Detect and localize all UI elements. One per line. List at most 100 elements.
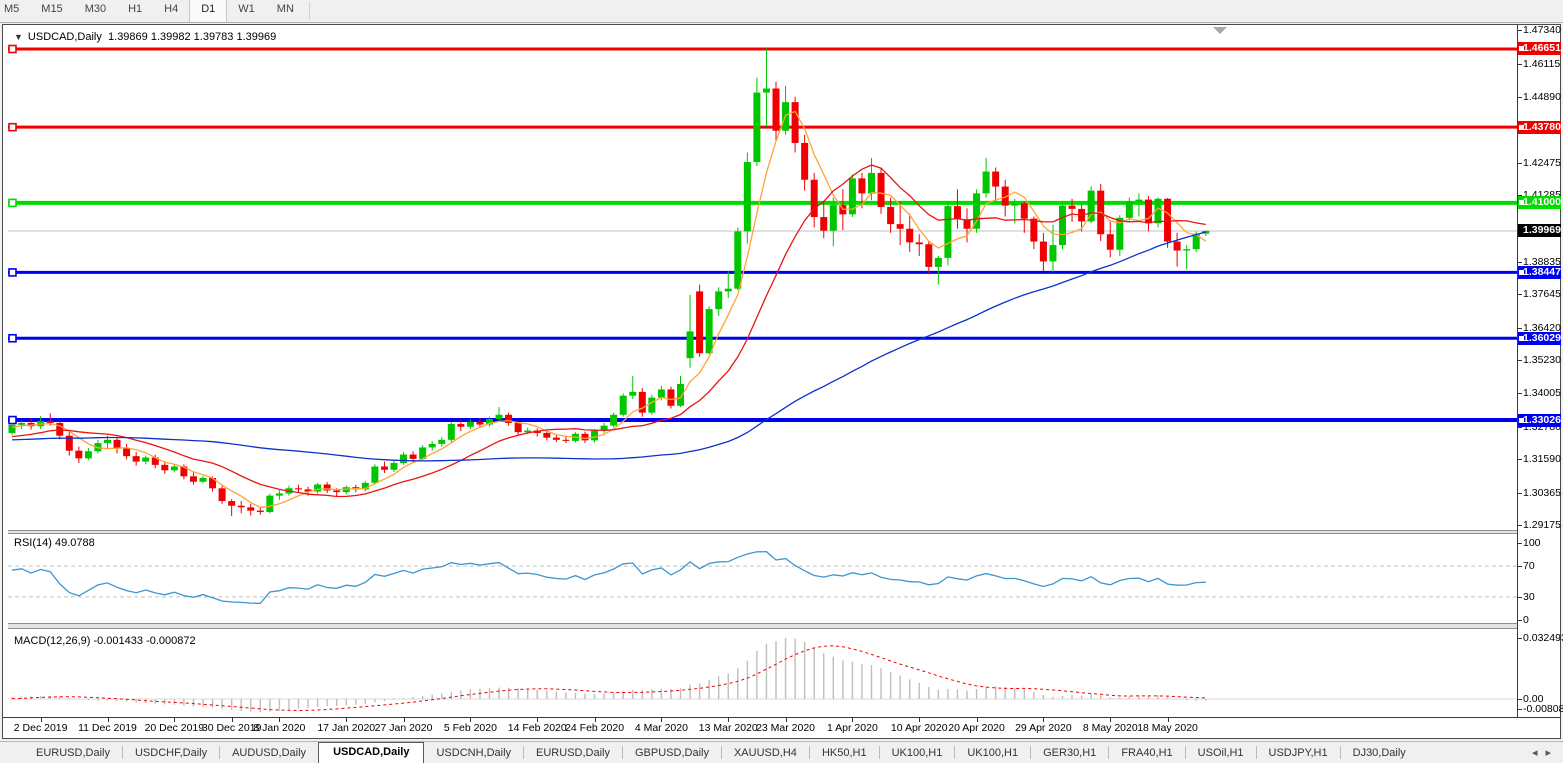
rsi-line — [11, 551, 1206, 605]
time-tick-mark — [346, 718, 348, 722]
candle-body — [371, 466, 379, 483]
chart-tab-dj30-daily[interactable]: DJ30,Daily — [1352, 747, 1406, 759]
timeframe-button-d1[interactable]: D1 — [189, 0, 228, 22]
time-tick-mark — [728, 718, 730, 722]
time-tick-mark — [403, 718, 405, 722]
axis-tick-mark — [1518, 30, 1522, 32]
price-line-badge[interactable]: 1.46651 — [1518, 42, 1561, 56]
chart-tab-eurusd-daily[interactable]: EURUSD,Daily — [36, 747, 110, 759]
candle-body — [361, 482, 369, 490]
pane-divider[interactable] — [8, 623, 1517, 629]
macd-histogram — [11, 638, 1207, 713]
price-line-badge[interactable]: 1.43780 — [1518, 120, 1561, 134]
price-line-badge[interactable]: 1.33026 — [1518, 413, 1561, 427]
timeframe-button-m15[interactable]: M15 — [41, 3, 63, 15]
time-tick-label: 17 Jan 2020 — [317, 722, 376, 734]
price-tick-label: 1.35230 — [1523, 354, 1561, 367]
chart-tab-uk100-h1[interactable]: UK100,H1 — [967, 747, 1019, 759]
line-edge-handle[interactable] — [8, 415, 17, 425]
axis-tick-mark — [1518, 596, 1522, 598]
candle-body — [944, 206, 952, 258]
candle-body — [466, 421, 474, 427]
candle-body — [304, 489, 312, 492]
candle-body — [1173, 241, 1181, 251]
toolbar-separator — [308, 2, 310, 20]
time-tick-mark — [1043, 718, 1045, 722]
time-tick-mark — [1110, 718, 1112, 722]
candle-body — [619, 395, 627, 415]
chart-plot-area[interactable]: ▼ USDCAD,Daily 1.39869 1.39982 1.39783 1.… — [8, 25, 1517, 717]
price-line-badge[interactable]: 1.41000 — [1518, 196, 1561, 210]
candle-body — [123, 448, 131, 457]
chart-tab-gbpusd-daily[interactable]: GBPUSD,Daily — [635, 747, 709, 759]
time-tick-mark — [40, 718, 42, 722]
line-edge-handle[interactable] — [8, 198, 17, 208]
timeframe-button-h1[interactable]: H1 — [128, 3, 143, 15]
chart-tab-eurusd-daily[interactable]: EURUSD,Daily — [536, 747, 610, 759]
time-tick-label: 2 Dec 2019 — [13, 722, 68, 734]
time-tick-mark — [231, 718, 233, 722]
rsi-tick-label: 0 — [1523, 614, 1529, 626]
time-tick-mark — [1167, 718, 1169, 722]
timeframe-button-w1[interactable]: W1 — [238, 3, 255, 15]
candle-body — [1192, 233, 1200, 250]
chart-shift-marker-icon[interactable] — [1213, 27, 1227, 34]
candle-body — [1030, 218, 1038, 242]
timeframe-button-mn[interactable]: MN — [276, 3, 294, 15]
collapse-ohlc-icon[interactable]: ▼ — [14, 32, 23, 42]
candle-body — [1154, 198, 1162, 224]
line-edge-handle[interactable] — [8, 44, 17, 54]
candle-body — [1001, 186, 1009, 206]
candle-body — [705, 309, 713, 354]
chart-tab-audusd-daily[interactable]: AUDUSD,Daily — [232, 747, 307, 759]
candle-body — [1164, 198, 1172, 242]
candle-body — [295, 488, 302, 490]
timeframe-button-h4[interactable]: H4 — [164, 3, 179, 15]
chart-tab-hk50-h1[interactable]: HK50,H1 — [821, 747, 867, 759]
chart-tab-uk100-h1[interactable]: UK100,H1 — [891, 747, 943, 759]
pane-divider[interactable] — [8, 530, 1517, 534]
tab-scroll-right-icon[interactable]: ▸ — [1545, 747, 1551, 759]
chart-tab-usdcnh-daily[interactable]: USDCNH,Daily — [436, 747, 512, 759]
timeframe-button-m5[interactable]: M5 — [4, 3, 20, 15]
timeframe-button-m30[interactable]: M30 — [84, 3, 107, 15]
candle-body — [858, 178, 866, 194]
candle-body — [56, 422, 64, 436]
chart-tab-xauusd-h4[interactable]: XAUUSD,H4 — [733, 747, 797, 759]
axis-tick-mark — [1518, 699, 1522, 700]
chart-tab-fra40-h1[interactable]: FRA40,H1 — [1121, 747, 1173, 759]
tab-separator — [523, 746, 525, 759]
chart-tab-usdcad-daily[interactable]: USDCAD,Daily — [318, 742, 425, 763]
current-price-badge: 1.39969 — [1518, 224, 1561, 238]
chart-tab-usoil-h1[interactable]: USOil,H1 — [1197, 747, 1244, 759]
line-edge-handle[interactable] — [8, 122, 17, 132]
candle-body — [75, 450, 83, 459]
macd-tick-label: 0.00 — [1523, 693, 1544, 705]
candle-body — [314, 484, 322, 492]
chart-tab-usdjpy-h1[interactable]: USDJPY,H1 — [1268, 747, 1328, 759]
candle-body — [142, 457, 150, 462]
tab-scroll-left-icon[interactable]: ◂ — [1531, 747, 1538, 759]
candle-body — [84, 451, 92, 459]
line-edge-handle[interactable] — [8, 268, 17, 277]
axis-tick-mark — [1518, 543, 1522, 544]
price-axis[interactable]: 1.47340 1.46115 1.44890 1.42475 1.41285 1.388… — [1517, 24, 1563, 717]
price-line-badge[interactable]: 1.38447 — [1518, 265, 1561, 279]
candle-body — [934, 257, 942, 267]
tab-separator — [1184, 746, 1186, 759]
axis-tick-mark — [1518, 459, 1522, 461]
price-line-badge[interactable]: 1.36029 — [1518, 331, 1561, 345]
candle-body — [161, 464, 169, 471]
chart-tab-usdchf-daily[interactable]: USDCHF,Daily — [134, 747, 208, 759]
candle-body — [791, 102, 799, 143]
chart-tab-ger30-h1[interactable]: GER30,H1 — [1043, 747, 1097, 759]
candle-body — [543, 433, 551, 438]
time-axis[interactable]: 2 Dec 2019 11 Dec 2019 20 Dec 2019 30 Dec 2… — [3, 717, 1560, 738]
macd-tick-label: 0.032493 — [1523, 632, 1563, 644]
line-edge-handle[interactable] — [8, 333, 17, 343]
candle-body — [1068, 205, 1076, 209]
time-tick-label: 1 Apr 2020 — [826, 722, 878, 734]
candle-body — [657, 389, 665, 398]
candle-body — [848, 178, 856, 215]
axis-tick-mark — [1518, 492, 1522, 494]
